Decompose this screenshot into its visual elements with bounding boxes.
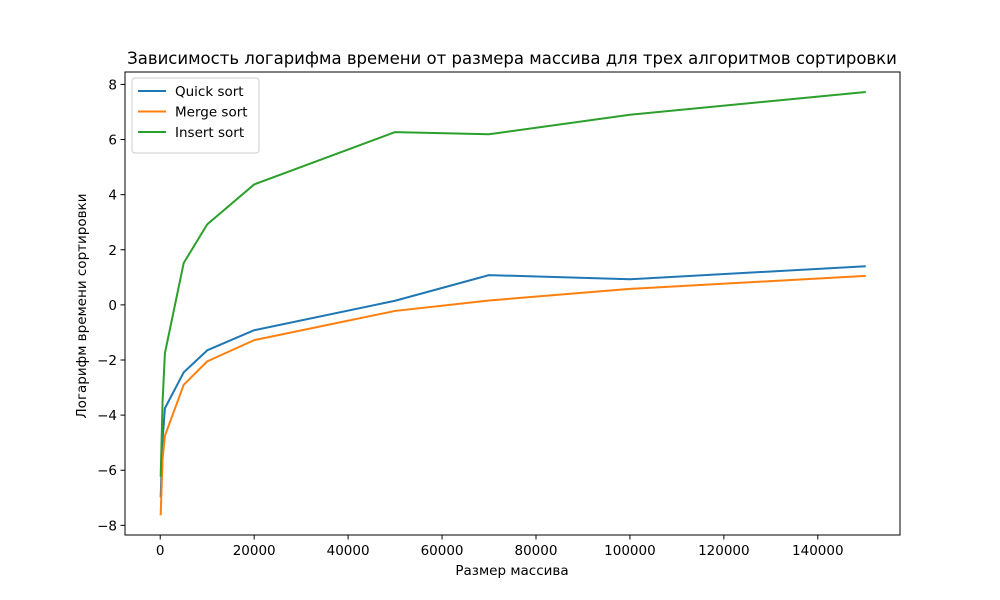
legend-label-merge-sort: Merge sort (175, 105, 248, 121)
x-tick-label: 120000 (698, 543, 750, 559)
x-tick-label: 80000 (515, 543, 558, 559)
x-tick-label: 40000 (327, 543, 370, 559)
y-tick-label: 8 (108, 77, 117, 93)
series-layer (159, 91, 866, 516)
plot-frame (124, 71, 901, 536)
y-tick-label: −8 (97, 518, 117, 534)
y-tick-label: 4 (108, 188, 117, 204)
y-tick-label: −4 (97, 408, 117, 424)
x-axis: 0 20000 40000 60000 80000 100000 120000 140000 (156, 535, 844, 559)
plot-area (124, 71, 901, 536)
y-tick-label: 6 (108, 133, 117, 149)
x-tick-label: 100000 (604, 543, 656, 559)
y-axis: −8 −6 −4 −2 0 2 4 6 8 (97, 77, 125, 534)
x-axis-label: Размер массива (455, 563, 568, 579)
x-tick-label: 20000 (233, 543, 276, 559)
x-tick-label: 140000 (792, 543, 844, 559)
y-axis-label: Логарифм времени сортировки (74, 194, 90, 419)
legend-label-quick-sort: Quick sort (175, 84, 244, 100)
x-tick-label: 0 (156, 543, 165, 559)
y-tick-label: −6 (97, 463, 117, 479)
legend-label-insert-sort: Insert sort (175, 125, 244, 141)
chart-title: Зависимость логарифма времени от размера… (127, 49, 897, 68)
legend-box (131, 77, 260, 154)
series-line-quick-sort (159, 265, 866, 498)
series-line-merge-sort (159, 274, 866, 516)
series-line-insert-sort (159, 91, 866, 477)
y-tick-label: 0 (108, 298, 117, 314)
y-tick-label: −2 (97, 353, 117, 369)
y-tick-label: 2 (108, 243, 117, 259)
legend: Quick sort Merge sort Insert sort (131, 77, 260, 154)
x-tick-label: 60000 (421, 543, 464, 559)
